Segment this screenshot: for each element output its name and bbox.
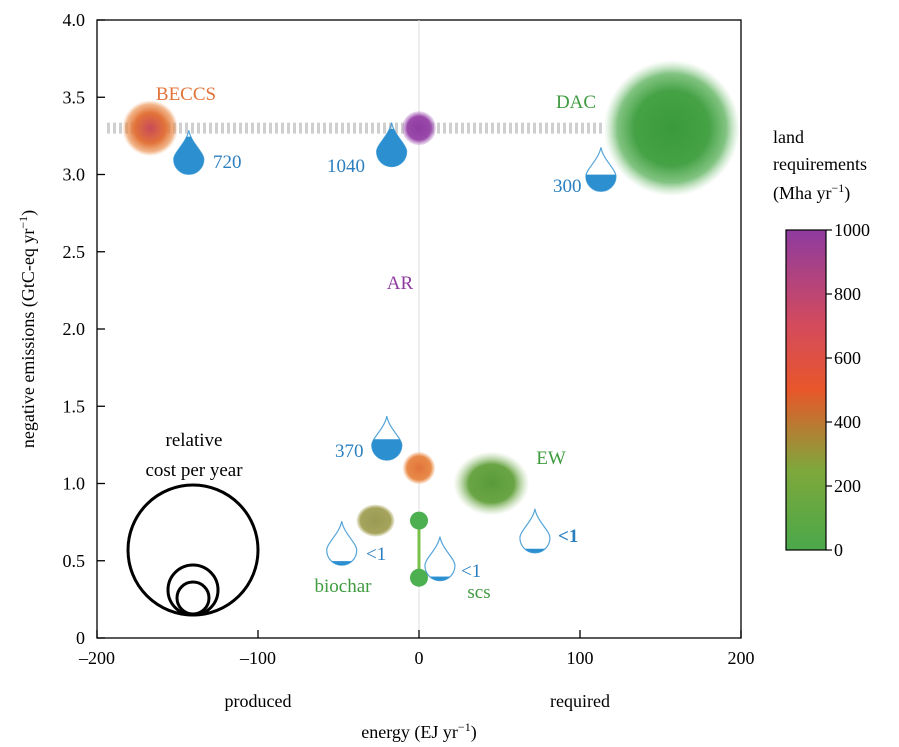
y-tick-label: 0 (76, 628, 85, 648)
scs-point-high (410, 511, 428, 530)
size-legend: relative cost per year (126, 430, 260, 617)
size-legend-circle-large (126, 483, 260, 617)
water-label-beccs: 720 (213, 152, 242, 173)
x-tick-label: –100 (239, 648, 276, 668)
water-label-dac: 300 (553, 176, 582, 197)
label-ew: EW (536, 448, 566, 469)
beccs-point (122, 100, 179, 157)
colorbar-tick-label: 200 (834, 476, 861, 496)
water-drop-beccs (173, 130, 205, 175)
water-label-ar: 1040 (327, 156, 365, 177)
scs-point-low (410, 568, 428, 587)
water-drop-ar-low (371, 416, 403, 461)
water-drop-ar-low-fill (371, 439, 402, 461)
water-label-biochar: <1 (366, 544, 386, 565)
label-biochar: biochar (315, 576, 373, 597)
colorbar-tick-label: 0 (834, 540, 843, 560)
size-legend-title-line2: cost per year (145, 460, 243, 481)
x-tick-label: –200 (78, 648, 115, 668)
x-axis-ticks: –200 –100 0 100 200 (78, 630, 755, 668)
y-axis-ticks: 0 0.5 1.0 1.5 2.0 2.5 3.0 3.5 4.0 (63, 10, 105, 648)
y-tick-label: 4.0 (63, 10, 86, 30)
water-drop-scs-fill (424, 576, 455, 581)
water-drop-biochar-outline (326, 521, 358, 566)
colorbar-legend: land requirements (Mha yr−1) 0 200 400 600 8… (773, 127, 870, 560)
x-tick-label: 200 (728, 648, 755, 668)
water-drop-ew-fill (519, 548, 550, 553)
water-drop-scs-outline (424, 536, 456, 582)
water-drop-ar-outline (376, 122, 408, 168)
colorbar-tick-label: 800 (834, 284, 861, 304)
colorbar-title-line2: requirements (773, 154, 867, 174)
colorbar-ticks: 0 200 400 600 800 1000 (826, 220, 870, 560)
label-beccs: BECCS (156, 84, 216, 105)
dac-point (603, 60, 740, 197)
label-scs: scs (467, 582, 490, 603)
water-drop-ar-low-outline (371, 416, 403, 461)
water-drops (173, 122, 617, 582)
label-dac: DAC (556, 92, 596, 113)
size-legend-title-line1: relative (166, 430, 223, 451)
colorbar-tick-label: 1000 (834, 220, 870, 240)
y-tick-label: 1.0 (63, 474, 86, 494)
water-label-ew: <1 (558, 526, 578, 547)
x-tick-label: 100 (567, 648, 594, 668)
y-tick-label: 3.0 (63, 165, 86, 185)
y-tick-label: 0.5 (63, 551, 86, 571)
x-region-label-produced: produced (225, 691, 292, 711)
y-tick-label: 2.0 (63, 319, 86, 339)
ar-point-low (403, 452, 435, 485)
ew-point (453, 451, 530, 516)
ar-point-high (402, 111, 436, 146)
label-ar: AR (387, 273, 414, 294)
water-drop-biochar (326, 521, 358, 566)
y-tick-label: 2.5 (63, 242, 86, 262)
water-drop-biochar-fill (326, 561, 357, 566)
technology-marks (122, 60, 740, 587)
biochar-point (356, 504, 395, 537)
x-region-label-required: required (550, 691, 610, 711)
colorbar-title-line1: land (773, 127, 804, 147)
colorbar-tick-label: 400 (834, 412, 861, 432)
water-drop-scs (424, 536, 456, 582)
water-label-scs: <1 (461, 561, 481, 582)
y-tick-label: 1.5 (63, 396, 86, 416)
water-drop-ew-outline (519, 508, 551, 554)
colorbar-tick-label: 600 (834, 348, 861, 368)
water-drop-ew (519, 508, 551, 554)
water-drop-beccs-outline (173, 130, 205, 175)
water-drop-dac-fill (585, 174, 616, 192)
y-tick-label: 3.5 (63, 87, 86, 107)
x-axis-label: energy (EJ yr−1) (361, 720, 476, 743)
colorbar-title-line3: (Mha yr−1) (773, 181, 850, 204)
water-drop-dac (585, 147, 617, 192)
water-label-ar-low: 370 (335, 441, 364, 462)
size-legend-circle-small (175, 580, 211, 616)
colorbar (785, 229, 827, 551)
y-axis-label: negative emissions (GtC-eq yr−1) (16, 210, 39, 448)
x-tick-label: 0 (415, 648, 424, 668)
size-legend-circle-medium (166, 563, 220, 617)
water-drop-dac-outline (585, 147, 617, 192)
